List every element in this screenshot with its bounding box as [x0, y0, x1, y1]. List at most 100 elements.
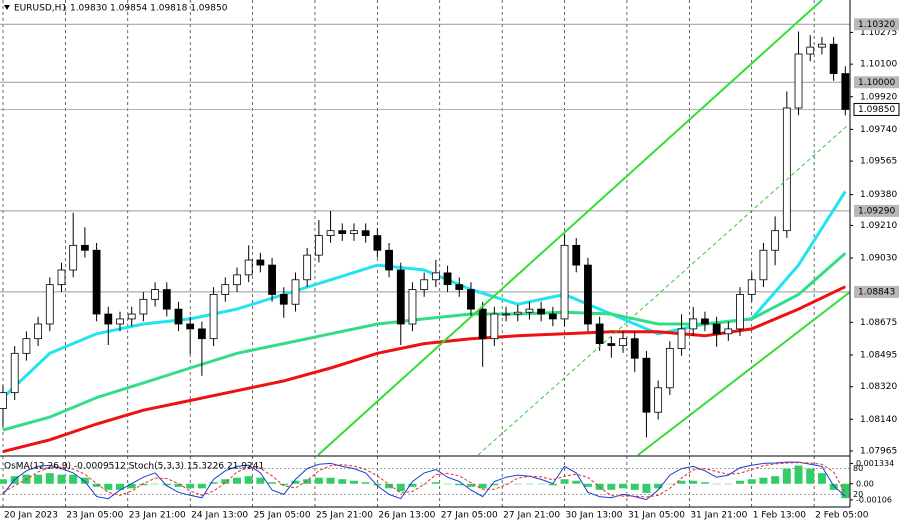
y-tick-label: 1.09740 [860, 125, 897, 135]
candle-body [677, 328, 686, 349]
candle-body [197, 328, 206, 340]
candle-body [724, 328, 733, 335]
level-label-bg [854, 18, 899, 31]
candle-body [701, 318, 709, 325]
candle-body [396, 269, 405, 325]
candle-body [747, 279, 756, 295]
candle-body [127, 313, 136, 320]
candle-body [373, 235, 382, 251]
x-tick-label: 25 Jan 21:00 [316, 511, 373, 521]
candle-body [314, 235, 323, 256]
candle-body [45, 284, 54, 325]
candle-body [829, 43, 838, 74]
candle-body [736, 294, 744, 330]
candle-body [443, 272, 452, 286]
osma-bar [291, 480, 300, 484]
candle-body [57, 269, 66, 286]
stochastic-line [2, 461, 846, 501]
osma-bar [139, 483, 148, 486]
moving-average [2, 285, 846, 454]
candle-body [771, 230, 780, 251]
chart-title: EURUSD,H1 1.09830 1.09854 1.09818 1.0985… [14, 4, 228, 14]
candle-body [350, 230, 358, 234]
osma-bar [69, 474, 78, 484]
osma-bar [232, 477, 241, 484]
candle-body [455, 284, 464, 290]
osma-bar [408, 483, 417, 487]
osma-bar [197, 483, 206, 489]
candle-body [22, 338, 31, 354]
level-label: 1.09290 [858, 206, 895, 216]
osma-bar [373, 483, 382, 486]
candle-body [162, 289, 171, 310]
x-tick-label: 26 Jan 13:00 [378, 511, 435, 521]
osma-bar [548, 483, 557, 486]
y-tick-label: 1.09030 [860, 254, 897, 264]
osma-bar [349, 480, 358, 484]
candle-body [0, 392, 7, 409]
candle-body [279, 294, 288, 305]
candle-body [782, 107, 791, 232]
level-label-bg [854, 204, 899, 217]
menu-arrow[interactable] [4, 5, 10, 10]
osma-bar [642, 483, 651, 493]
osma-bar [443, 483, 452, 485]
y-tick-label: 1.08495 [860, 350, 897, 360]
osma-bar [34, 474, 43, 484]
x-tick-label: 30 Jan 13:00 [566, 511, 623, 521]
y-tick-label: 1.07965 [860, 447, 897, 457]
candle-body [490, 313, 499, 340]
candle-body [525, 308, 534, 313]
y-tick-label: 1.09565 [860, 157, 897, 167]
osma-bar [326, 477, 335, 484]
candle-body [689, 318, 698, 330]
y-tick-label: 1.08320 [860, 382, 897, 392]
y-tick-label: 1.10100 [860, 60, 897, 70]
current-price-label: 1.09850 [858, 105, 895, 115]
candle-body [256, 259, 265, 266]
x-tick-label: 27 Jan 05:00 [441, 511, 498, 521]
y-tick-label: 1.08675 [860, 318, 897, 328]
stoch-level-label: 20 [853, 490, 863, 499]
level-label: 1.08843 [858, 287, 895, 297]
candle-body [537, 308, 546, 315]
osma-bar [630, 483, 639, 490]
osma-bar [221, 479, 230, 484]
candle-body [607, 343, 616, 346]
osma-bar [806, 468, 815, 484]
osma-bar [560, 479, 569, 484]
candle-body [794, 53, 803, 109]
osma-bar [478, 483, 487, 489]
x-tick-label: 2 Feb 05:00 [815, 511, 869, 521]
osma-bar [0, 479, 8, 484]
x-tick-label: 25 Jan 05:00 [254, 511, 311, 521]
osma-bar [654, 483, 663, 489]
candle-body [619, 338, 627, 346]
osma-tick-label: -0.00106 [856, 495, 892, 504]
channel [317, 0, 851, 456]
candle-body [385, 249, 393, 271]
current-price-bg [853, 102, 900, 116]
osma-bar [841, 483, 850, 499]
channel-lower [637, 291, 851, 456]
candle-body [303, 254, 312, 281]
osma-bar [80, 477, 89, 484]
osma-tick-label: 0.00 [856, 479, 874, 488]
osma-bar [115, 483, 124, 490]
osma-bar [127, 483, 136, 489]
candle-body [116, 318, 124, 325]
candle-body [818, 43, 826, 48]
level-label: 1.10320 [858, 20, 895, 30]
candle-body [513, 311, 522, 315]
candle-body [291, 279, 300, 305]
osma-bar [57, 474, 66, 484]
stoch-level-label: 80 [853, 464, 863, 473]
candle-body [80, 244, 89, 251]
osma-bar [455, 483, 464, 486]
candle-body [209, 294, 218, 340]
osma-bar [104, 483, 113, 490]
candle-body [712, 323, 721, 335]
candle-body [654, 387, 663, 413]
